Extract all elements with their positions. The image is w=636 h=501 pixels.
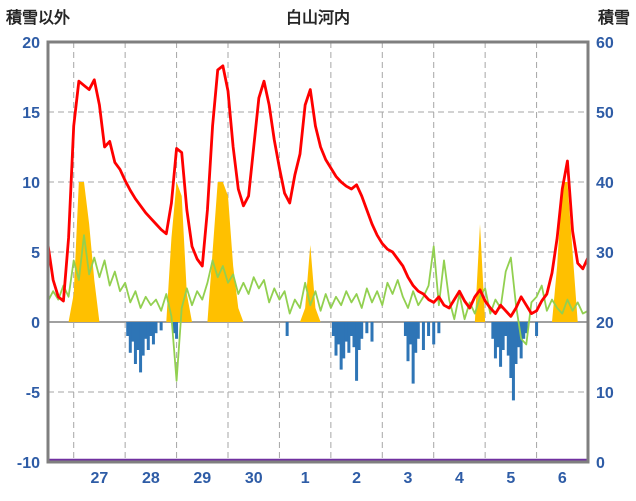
left-tick-label: 15 xyxy=(22,105,40,122)
blue-bars xyxy=(175,322,179,339)
blue-bars xyxy=(427,322,431,336)
blue-bars xyxy=(131,322,135,342)
blue-bars xyxy=(414,322,418,353)
blue-bars xyxy=(285,322,289,336)
blue-bars xyxy=(370,322,374,342)
blue-bars xyxy=(352,322,356,348)
blue-bars xyxy=(519,322,523,359)
x-tick-label: 29 xyxy=(193,470,211,487)
blue-bars xyxy=(416,322,420,339)
blue-bars xyxy=(421,322,425,350)
blue-bars xyxy=(146,322,150,350)
chart-title: 白山河内 xyxy=(285,10,350,27)
blue-bars xyxy=(517,322,521,348)
blue-bars xyxy=(331,322,335,336)
left-tick-label: 5 xyxy=(31,245,40,262)
blue-bars xyxy=(151,322,155,345)
blue-bars xyxy=(133,322,137,364)
left-tick-label: 20 xyxy=(22,35,40,52)
x-tick-label: 28 xyxy=(142,470,160,487)
right-tick-label: 30 xyxy=(596,245,614,262)
x-tick-label: 4 xyxy=(455,470,464,487)
blue-bars xyxy=(141,322,145,356)
blue-bars xyxy=(432,322,436,345)
orange-area xyxy=(48,182,588,322)
blue-bars xyxy=(491,322,495,339)
x-tick-label: 30 xyxy=(245,470,263,487)
blue-bars xyxy=(409,322,413,345)
blue-bars xyxy=(501,322,505,350)
blue-bars xyxy=(344,322,348,342)
blue-bars xyxy=(499,322,503,367)
blue-bars xyxy=(159,322,163,331)
blue-bars xyxy=(342,322,346,359)
right-tick-label: 0 xyxy=(596,455,605,472)
blue-bars xyxy=(504,322,508,336)
blue-bars xyxy=(149,322,153,336)
blue-bars xyxy=(154,322,158,334)
right-tick-label: 40 xyxy=(596,175,614,192)
plot-frame xyxy=(46,40,590,464)
green-line xyxy=(47,234,589,382)
blue-bars xyxy=(365,322,369,334)
blue-bars xyxy=(144,322,148,339)
blue-bars xyxy=(496,322,500,348)
right-tick-label: 60 xyxy=(596,35,614,52)
blue-bars xyxy=(411,322,415,384)
blue-bars xyxy=(514,322,518,364)
left-axis-title: 積雪以外 xyxy=(6,10,71,27)
blue-bars xyxy=(437,322,441,334)
blue-bars xyxy=(535,322,539,336)
blue-bars xyxy=(334,322,338,356)
right-tick-label: 10 xyxy=(596,385,614,402)
left-tick-label: 10 xyxy=(22,175,40,192)
right-tick-label: 50 xyxy=(596,105,614,122)
blue-bars xyxy=(349,322,353,336)
blue-bars xyxy=(347,322,351,353)
blue-bars xyxy=(357,322,361,350)
x-tick-label: 6 xyxy=(558,470,567,487)
blue-bars xyxy=(506,322,510,356)
blue-bars xyxy=(128,322,132,353)
right-tick-label: 20 xyxy=(596,315,614,332)
x-tick-label: 2 xyxy=(352,470,361,487)
x-tick-label: 27 xyxy=(91,470,109,487)
blue-bars xyxy=(339,322,343,370)
blue-bars xyxy=(172,322,176,334)
blue-bars xyxy=(509,322,513,378)
x-tick-label: 1 xyxy=(301,470,310,487)
blue-bars xyxy=(493,322,497,359)
x-tick-label: 3 xyxy=(404,470,413,487)
blue-bars xyxy=(406,322,410,362)
blue-bars xyxy=(126,322,130,336)
left-tick-label: 0 xyxy=(31,315,40,332)
blue-bars xyxy=(337,322,341,345)
blue-bars xyxy=(136,322,140,350)
red-line xyxy=(46,64,590,318)
blue-bars xyxy=(403,322,407,336)
blue-bars xyxy=(139,322,143,373)
x-tick-label: 5 xyxy=(506,470,515,487)
right-axis-title: 積雪 xyxy=(597,10,630,27)
blue-bars xyxy=(360,322,364,339)
blue-bars xyxy=(524,322,528,334)
left-tick-label: -5 xyxy=(26,385,40,402)
blue-bars xyxy=(522,322,526,339)
left-tick-label: -10 xyxy=(17,455,40,472)
blue-bars xyxy=(511,322,515,401)
blue-bars xyxy=(355,322,359,381)
